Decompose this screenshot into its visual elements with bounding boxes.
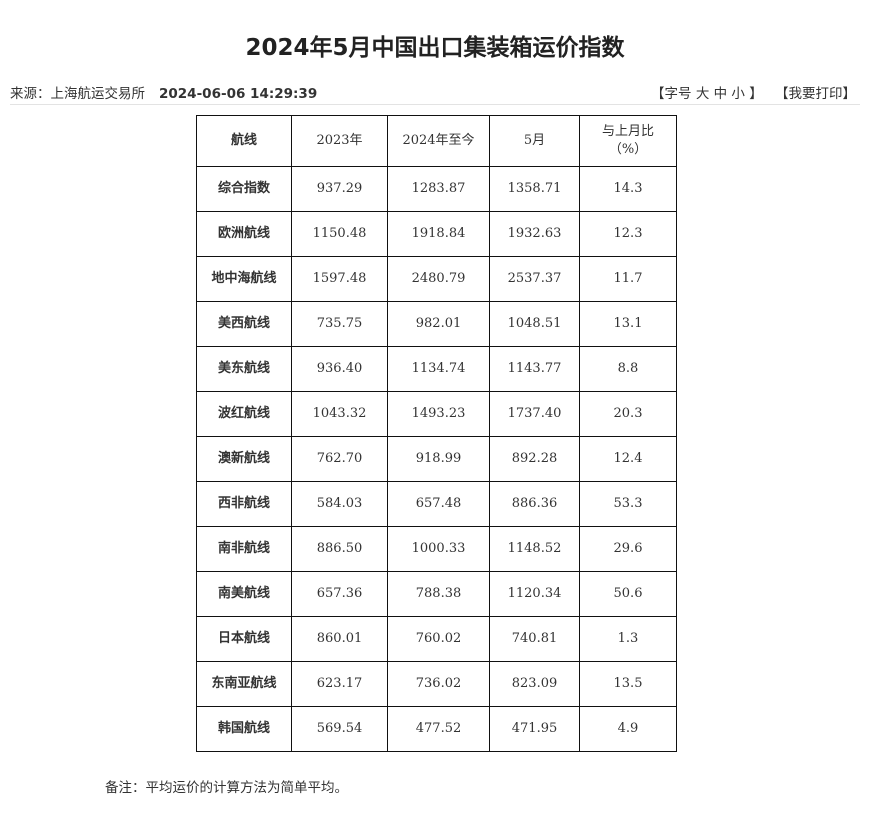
table-cell: 657.36 — [291, 571, 388, 617]
table-cell: 1043.32 — [291, 391, 388, 437]
table-cell: 569.54 — [291, 706, 388, 752]
table-cell: 12.3 — [579, 211, 677, 257]
column-header: 5月 — [489, 115, 580, 167]
table-cell: 11.7 — [579, 256, 677, 302]
table-row: 日本航线 860.01 760.02 740.81 1.3 — [196, 616, 677, 662]
freight-index-table: 航线 2023年 2024年至今 5月 与上月比 （%） 综合指数 937.29 1283.8… — [196, 115, 677, 752]
column-header: 航线 — [196, 115, 292, 167]
table-cell: 760.02 — [387, 616, 490, 662]
footnote: 备注：平均运价的计算方法为简单平均。 — [105, 780, 348, 796]
table-row: 波红航线 1043.32 1493.23 1737.40 20.3 — [196, 391, 677, 437]
article-tools: 【字号 大 中 小 】 【我要打印】 — [651, 82, 856, 102]
route-name: 欧洲航线 — [196, 211, 292, 257]
table-cell: 2537.37 — [489, 256, 580, 302]
table-cell: 788.38 — [387, 571, 490, 617]
column-header: 2023年 — [291, 115, 388, 167]
table-cell: 1.3 — [579, 616, 677, 662]
route-name: 美东航线 — [196, 346, 292, 392]
table-cell: 13.5 — [579, 661, 677, 707]
font-size-controls[interactable]: 【字号 大 中 小 】 — [651, 86, 763, 102]
table-cell: 1283.87 — [387, 166, 490, 212]
table-row: 东南亚航线 623.17 736.02 823.09 13.5 — [196, 661, 677, 707]
route-name: 西非航线 — [196, 481, 292, 527]
table-cell: 1134.74 — [387, 346, 490, 392]
table-cell: 50.6 — [579, 571, 677, 617]
column-header: 与上月比 （%） — [579, 115, 677, 167]
route-name: 日本航线 — [196, 616, 292, 662]
publish-date: 2024-06-06 14:29:39 — [159, 86, 318, 102]
column-header: 2024年至今 — [387, 115, 490, 167]
table-cell: 2480.79 — [387, 256, 490, 302]
table-row: 地中海航线 1597.48 2480.79 2537.37 11.7 — [196, 256, 677, 302]
print-link[interactable]: 【我要打印】 — [775, 86, 856, 102]
table-cell: 982.01 — [387, 301, 490, 347]
table-cell: 1048.51 — [489, 301, 580, 347]
table-cell: 20.3 — [579, 391, 677, 437]
table-cell: 1932.63 — [489, 211, 580, 257]
table-cell: 736.02 — [387, 661, 490, 707]
divider — [10, 104, 860, 105]
table-cell: 477.52 — [387, 706, 490, 752]
table-row: 韩国航线 569.54 477.52 471.95 4.9 — [196, 706, 677, 752]
table-cell: 735.75 — [291, 301, 388, 347]
table-cell: 13.1 — [579, 301, 677, 347]
table-cell: 8.8 — [579, 346, 677, 392]
table-cell: 1493.23 — [387, 391, 490, 437]
route-name: 澳新航线 — [196, 436, 292, 482]
table-cell: 14.3 — [579, 166, 677, 212]
table-cell: 1918.84 — [387, 211, 490, 257]
source-label: 来源：上海航运交易所 — [10, 86, 145, 102]
route-name: 地中海航线 — [196, 256, 292, 302]
table-cell: 886.36 — [489, 481, 580, 527]
table-cell: 886.50 — [291, 526, 388, 572]
route-name: 南美航线 — [196, 571, 292, 617]
table-cell: 1597.48 — [291, 256, 388, 302]
table-cell: 657.48 — [387, 481, 490, 527]
table-cell: 1148.52 — [489, 526, 580, 572]
route-name: 韩国航线 — [196, 706, 292, 752]
table-row: 西非航线 584.03 657.48 886.36 53.3 — [196, 481, 677, 527]
table-cell: 1120.34 — [489, 571, 580, 617]
table-cell: 471.95 — [489, 706, 580, 752]
table-cell: 936.40 — [291, 346, 388, 392]
table-row: 南非航线 886.50 1000.33 1148.52 29.6 — [196, 526, 677, 572]
table-cell: 53.3 — [579, 481, 677, 527]
route-name: 南非航线 — [196, 526, 292, 572]
route-name: 综合指数 — [196, 166, 292, 212]
table-header-row: 航线 2023年 2024年至今 5月 与上月比 （%） — [196, 115, 677, 167]
page-title: 2024年5月中国出口集装箱运价指数 — [245, 35, 625, 61]
table-cell: 740.81 — [489, 616, 580, 662]
table-cell: 4.9 — [579, 706, 677, 752]
table-cell: 762.70 — [291, 436, 388, 482]
table-row: 美西航线 735.75 982.01 1048.51 13.1 — [196, 301, 677, 347]
route-name: 波红航线 — [196, 391, 292, 437]
table-cell: 1358.71 — [489, 166, 580, 212]
table-row: 美东航线 936.40 1134.74 1143.77 8.8 — [196, 346, 677, 392]
table-cell: 584.03 — [291, 481, 388, 527]
table-cell: 12.4 — [579, 436, 677, 482]
table-cell: 623.17 — [291, 661, 388, 707]
table-cell: 1000.33 — [387, 526, 490, 572]
article-meta: 来源：上海航运交易所 2024-06-06 14:29:39 — [10, 82, 317, 102]
table-row: 综合指数 937.29 1283.87 1358.71 14.3 — [196, 166, 677, 212]
route-name: 美西航线 — [196, 301, 292, 347]
route-name: 东南亚航线 — [196, 661, 292, 707]
table-cell: 1737.40 — [489, 391, 580, 437]
table-row: 澳新航线 762.70 918.99 892.28 12.4 — [196, 436, 677, 482]
table-cell: 1143.77 — [489, 346, 580, 392]
table-cell: 29.6 — [579, 526, 677, 572]
table-row: 南美航线 657.36 788.38 1120.34 50.6 — [196, 571, 677, 617]
table-cell: 860.01 — [291, 616, 388, 662]
table-row: 欧洲航线 1150.48 1918.84 1932.63 12.3 — [196, 211, 677, 257]
table-cell: 937.29 — [291, 166, 388, 212]
table-cell: 892.28 — [489, 436, 580, 482]
table-cell: 1150.48 — [291, 211, 388, 257]
table-cell: 823.09 — [489, 661, 580, 707]
table-cell: 918.99 — [387, 436, 490, 482]
